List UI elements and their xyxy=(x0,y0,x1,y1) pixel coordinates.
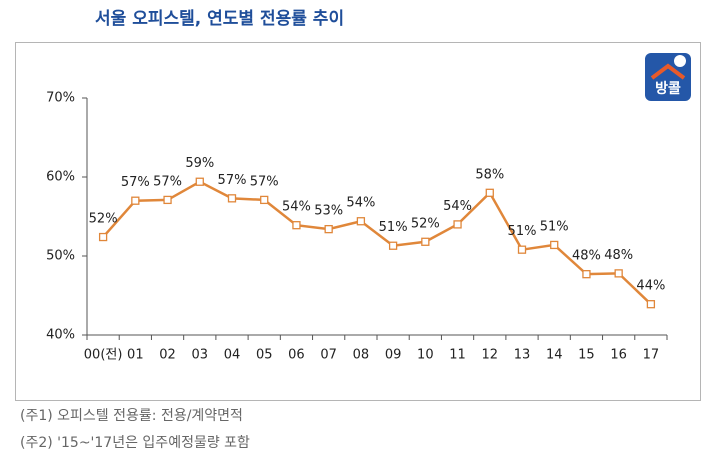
y-tick-label: 60% xyxy=(46,170,75,185)
x-tick-label: 10 xyxy=(417,348,434,363)
marker xyxy=(388,241,398,250)
line xyxy=(102,180,652,306)
marker xyxy=(260,195,269,205)
data-label: 48% xyxy=(604,248,633,263)
logo-phone xyxy=(674,55,686,67)
x-tick-label: 13 xyxy=(514,348,531,363)
marker xyxy=(324,224,333,234)
x-tick-label: 12 xyxy=(482,348,499,363)
y-tick-label: 70% xyxy=(46,91,75,106)
marker xyxy=(517,245,527,254)
footnote: (주1) 오피스텔 전용률: 전용/계약면적 xyxy=(20,408,243,424)
x-tick-label: 15 xyxy=(578,348,595,363)
marker xyxy=(98,232,108,242)
data-label: 53% xyxy=(314,204,343,219)
x-tick-label: 09 xyxy=(385,348,402,363)
data-label: 48% xyxy=(572,249,601,264)
chart-frame xyxy=(15,42,701,401)
marker xyxy=(195,177,204,186)
data-label: 54% xyxy=(443,199,472,214)
data-label: 58% xyxy=(475,167,504,182)
x-tick-label: 03 xyxy=(192,348,209,363)
data-label: 54% xyxy=(346,196,375,211)
data-label: 57% xyxy=(218,173,247,188)
marker xyxy=(356,217,366,226)
marker xyxy=(163,195,172,205)
marker xyxy=(131,196,140,205)
data-label: 57% xyxy=(121,175,150,190)
data-label: 44% xyxy=(636,279,665,294)
marker xyxy=(421,237,430,246)
x-tick-label: 00(전) xyxy=(84,348,123,363)
data-label: 51% xyxy=(540,219,569,234)
marker xyxy=(453,220,462,229)
x-tick-label: 11 xyxy=(449,348,466,363)
logo-text: 방콜 xyxy=(655,80,681,97)
x-tick-label: 16 xyxy=(610,348,627,363)
data-label: 51% xyxy=(379,220,408,235)
x-tick-label: 14 xyxy=(546,348,563,363)
x-tick-label: 02 xyxy=(159,348,176,363)
x-tick-label: 08 xyxy=(353,348,370,363)
x-tick-label: 07 xyxy=(320,348,337,363)
marker xyxy=(292,221,301,230)
marker xyxy=(646,300,656,309)
data-label: 57% xyxy=(153,174,182,189)
marker xyxy=(550,240,559,250)
marker xyxy=(614,269,623,278)
data-label: 59% xyxy=(185,156,214,171)
x-tick-label: 06 xyxy=(288,348,305,363)
data-label: 51% xyxy=(508,224,537,239)
data-label: 52% xyxy=(411,216,440,231)
footnote: (주2) '15~'17년은 입주예정물량 포함 xyxy=(20,435,250,451)
y-tick-label: 40% xyxy=(46,328,75,343)
data-label: 54% xyxy=(282,200,311,215)
x-tick-label: 05 xyxy=(256,348,273,363)
data-label: 57% xyxy=(250,174,279,189)
logo: 방콜 xyxy=(645,53,691,101)
marker xyxy=(227,194,237,203)
data-label: 52% xyxy=(89,212,118,227)
x-tick-label: 04 xyxy=(224,348,241,363)
x-tick-label: 17 xyxy=(643,348,660,363)
logo-roof xyxy=(650,63,686,80)
chart-title: 서울 오피스텔, 연도별 전용률 추이 xyxy=(95,9,344,29)
y-tick-label: 50% xyxy=(46,249,75,264)
marker xyxy=(485,188,494,197)
x-tick-label: 01 xyxy=(127,348,144,363)
marker xyxy=(582,270,591,279)
